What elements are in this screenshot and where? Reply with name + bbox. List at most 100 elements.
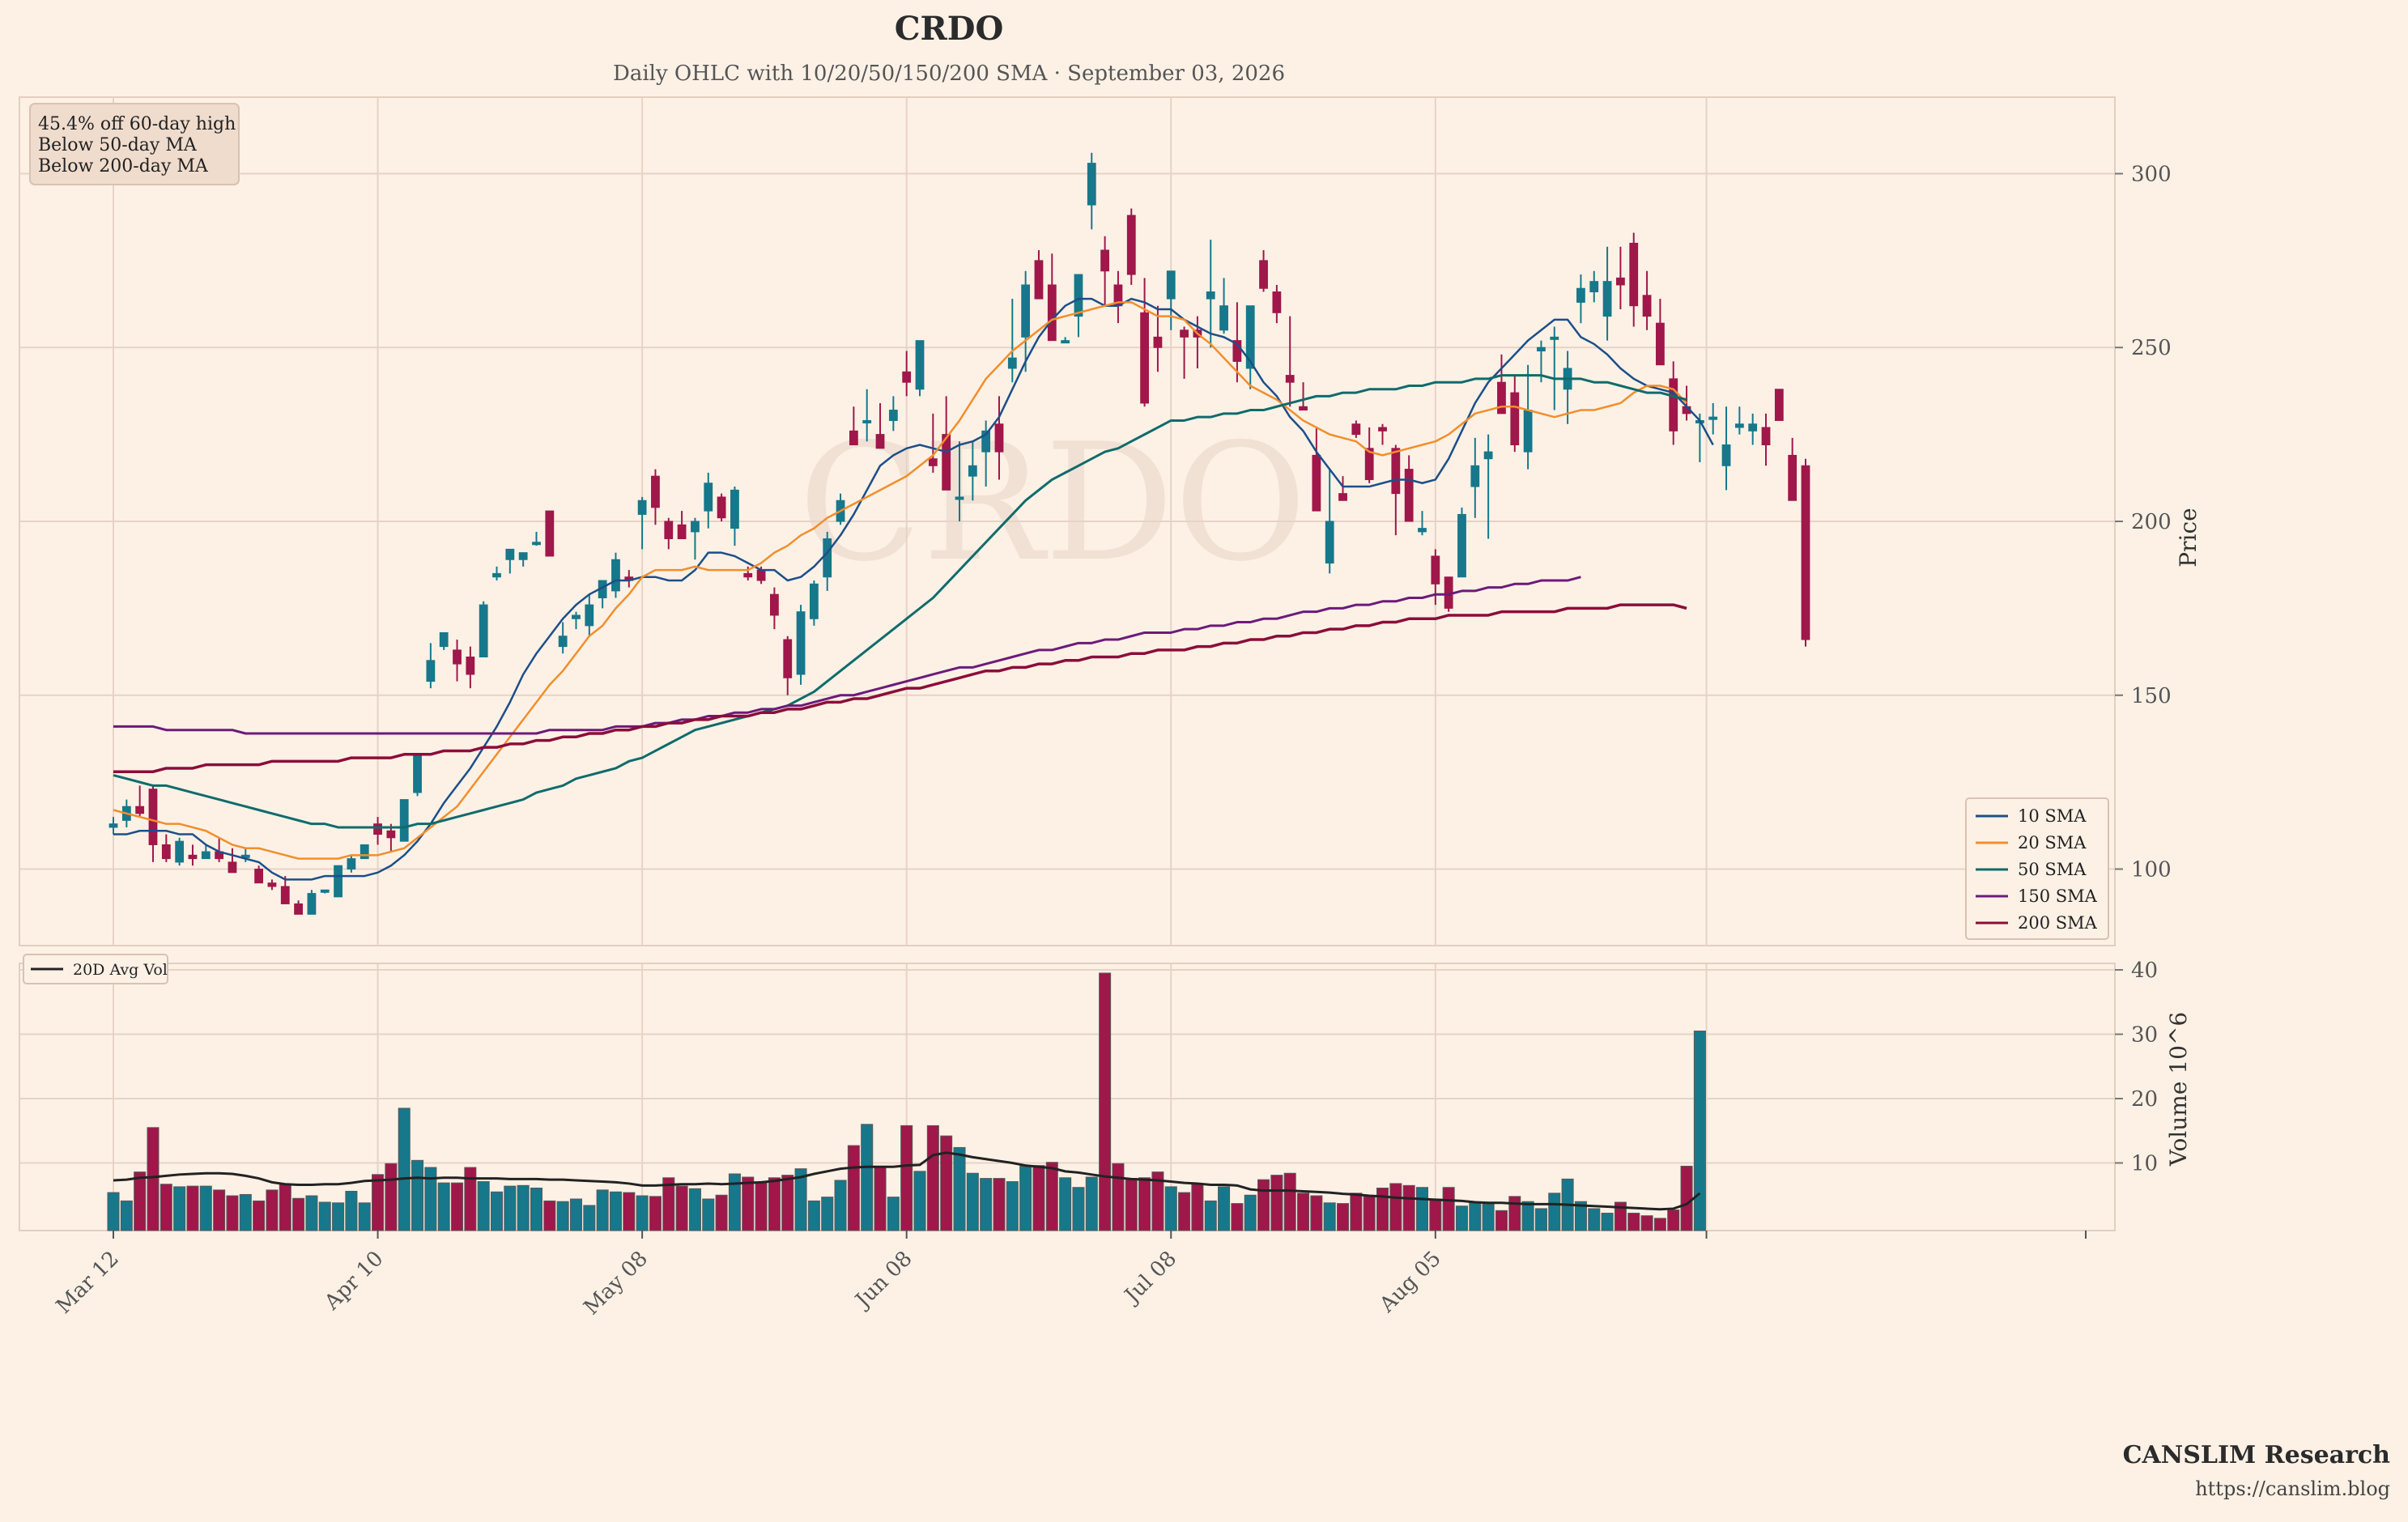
volume-bar bbox=[1534, 1208, 1547, 1231]
candle-body bbox=[981, 430, 991, 453]
candle-body bbox=[756, 569, 766, 581]
volume-bar bbox=[543, 1200, 556, 1231]
candle-body bbox=[611, 559, 620, 592]
volume-bar bbox=[411, 1159, 424, 1231]
volume-bar bbox=[1125, 1178, 1138, 1231]
candle-body bbox=[399, 799, 409, 842]
volume-bar bbox=[385, 1163, 398, 1231]
brand-name: CANSLIM Research bbox=[2122, 1441, 2390, 1469]
volume-bar bbox=[702, 1198, 715, 1231]
volume-bar bbox=[517, 1184, 530, 1231]
candle-body bbox=[518, 552, 528, 560]
volume-bar bbox=[980, 1178, 993, 1231]
volume-bar bbox=[134, 1171, 147, 1231]
candle-body bbox=[135, 806, 145, 814]
volume-bar bbox=[253, 1200, 266, 1231]
sma-legend: 10 SMA 20 SMA 50 SMA 150 SMA 200 SMA bbox=[1965, 797, 2109, 940]
candle-body bbox=[1708, 416, 1718, 420]
volume-bar bbox=[1667, 1210, 1680, 1231]
candle-body bbox=[743, 572, 753, 578]
candle-body bbox=[175, 840, 185, 863]
volume-bar bbox=[1508, 1196, 1521, 1231]
volume-bar bbox=[239, 1193, 252, 1231]
volume-bar bbox=[556, 1201, 569, 1231]
candle-body bbox=[1576, 287, 1585, 303]
candle-body bbox=[413, 754, 422, 793]
volume-bar bbox=[1548, 1193, 1561, 1231]
volume-bar bbox=[1653, 1218, 1666, 1231]
volume-bar bbox=[913, 1171, 926, 1231]
legend-label: 200 SMA bbox=[2018, 913, 2098, 933]
volume-tick-label: 30 bbox=[2131, 1023, 2158, 1048]
legend-label: 50 SMA bbox=[2018, 860, 2087, 879]
candle-body bbox=[809, 583, 819, 619]
candle-body bbox=[1126, 215, 1136, 275]
candle-body bbox=[875, 434, 885, 449]
candle-body bbox=[1272, 291, 1282, 313]
volume-bar bbox=[292, 1197, 305, 1231]
candle-body bbox=[1616, 277, 1625, 286]
candle-body bbox=[664, 521, 674, 539]
candle-body bbox=[1483, 451, 1493, 460]
volume-bar bbox=[675, 1185, 688, 1231]
candle-body bbox=[1245, 305, 1255, 369]
candle-body bbox=[1655, 322, 1665, 366]
candle-body bbox=[532, 542, 541, 546]
volume-bar bbox=[1178, 1192, 1191, 1231]
candle-body bbox=[1180, 329, 1189, 338]
volume-bar bbox=[1270, 1175, 1283, 1231]
candle-body bbox=[188, 854, 198, 860]
volume-bar bbox=[424, 1167, 437, 1231]
volume-bar bbox=[569, 1198, 583, 1231]
candle-body bbox=[1788, 454, 1797, 501]
candle-body bbox=[1589, 281, 1599, 293]
volume-bar bbox=[490, 1191, 504, 1231]
volume-bar bbox=[596, 1189, 609, 1231]
candle-body bbox=[1166, 270, 1176, 300]
volume-bar bbox=[1244, 1194, 1257, 1231]
candle-body bbox=[1669, 378, 1678, 432]
candle-body bbox=[479, 604, 488, 658]
volume-bar bbox=[953, 1146, 966, 1231]
candle-body bbox=[1312, 454, 1321, 512]
volume-tick-label: 40 bbox=[2131, 959, 2158, 983]
candle-body bbox=[545, 510, 555, 557]
volume-bar bbox=[451, 1182, 464, 1231]
volume-bar bbox=[437, 1182, 450, 1231]
candle-body bbox=[1285, 375, 1295, 383]
candle-body bbox=[1100, 249, 1110, 272]
price-tick-label: 300 bbox=[2131, 162, 2172, 186]
volume-bar bbox=[583, 1205, 596, 1231]
candle-body bbox=[1801, 465, 1810, 640]
sma-line-200 bbox=[113, 603, 1687, 773]
volume-bar bbox=[1469, 1202, 1482, 1231]
candle-body bbox=[1761, 427, 1771, 446]
sma-line-20 bbox=[113, 301, 1687, 860]
candle-body bbox=[1140, 312, 1149, 404]
candle-body bbox=[492, 572, 501, 578]
legend-frame bbox=[1965, 797, 2109, 940]
candle-body bbox=[1748, 423, 1758, 432]
candle-body bbox=[1007, 357, 1017, 369]
candle-body bbox=[1021, 284, 1031, 338]
volume-bar bbox=[1389, 1183, 1402, 1231]
candle-body bbox=[1351, 423, 1361, 436]
volume-bar bbox=[173, 1186, 186, 1231]
date-tick-label: Mar 12 bbox=[52, 1247, 124, 1319]
watermark-ticker: CRDO bbox=[798, 409, 1307, 597]
candle-body bbox=[1537, 346, 1546, 352]
volume-bar bbox=[1402, 1184, 1415, 1231]
volume-bar bbox=[530, 1188, 543, 1231]
volume-legend: 20D Avg Vol bbox=[23, 954, 168, 984]
candle-body bbox=[1153, 336, 1163, 348]
candle-body bbox=[915, 340, 925, 390]
candle-body bbox=[1087, 163, 1096, 206]
candle-body bbox=[1378, 427, 1387, 432]
candle-body bbox=[1550, 336, 1559, 340]
volume-tick-label: 10 bbox=[2131, 1152, 2158, 1176]
price-tick-label: 150 bbox=[2131, 684, 2172, 708]
volume-bar bbox=[794, 1168, 807, 1231]
candle-body bbox=[1391, 448, 1401, 495]
volume-bar bbox=[464, 1167, 477, 1231]
